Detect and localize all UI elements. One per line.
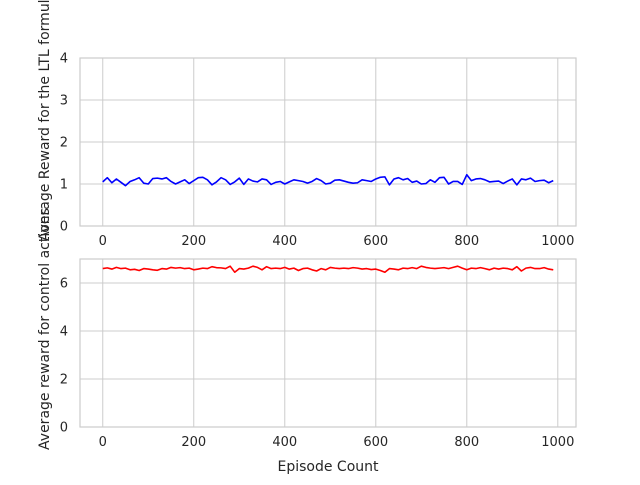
- top-y-tick-label: 0: [60, 220, 68, 235]
- bottom-chart-panel: 0 200 400 600 800 1000 0 2 4 6: [60, 258, 577, 450]
- top-chart-panel: 0 200 400 600 800 1000 0 1 2 3 4: [60, 52, 577, 249]
- bottom-y-tick-label: 2: [60, 373, 68, 388]
- top-x-tick-label: 200: [181, 234, 206, 249]
- bottom-x-tick-label: 600: [363, 435, 388, 450]
- top-y-tick-label: 3: [60, 94, 68, 109]
- bottom-series-line: [102, 265, 554, 274]
- top-x-tick-label: 600: [363, 234, 388, 249]
- top-x-tick-label: 1000: [541, 234, 574, 249]
- top-x-tick-label: 400: [272, 234, 297, 249]
- bottom-x-tick-label: 200: [181, 435, 206, 450]
- top-series-line: [102, 173, 554, 187]
- bottom-x-tick-label: 800: [454, 435, 479, 450]
- bottom-plot-frame: [79, 258, 577, 428]
- top-y-axis-label: Average Reward for the LTL formula: [37, 0, 53, 241]
- bottom-x-tick-label: 0: [99, 435, 107, 450]
- top-y-tick-label: 4: [60, 52, 68, 67]
- bottom-y-tick-label: 6: [60, 277, 68, 292]
- bottom-x-tick-label: 1000: [541, 435, 574, 450]
- top-x-tick-label: 0: [99, 234, 107, 249]
- top-y-tick-label: 1: [60, 178, 68, 193]
- bottom-y-tick-label: 4: [60, 325, 68, 340]
- top-x-tick-label: 800: [454, 234, 479, 249]
- top-plot-frame: [79, 57, 577, 227]
- x-axis-label: Episode Count: [277, 459, 379, 475]
- bottom-x-tick-label: 400: [272, 435, 297, 450]
- top-y-tick-label: 2: [60, 136, 68, 151]
- bottom-y-axis-label: Average reward for control actions: [37, 208, 53, 450]
- bottom-y-tick-label: 0: [60, 421, 68, 436]
